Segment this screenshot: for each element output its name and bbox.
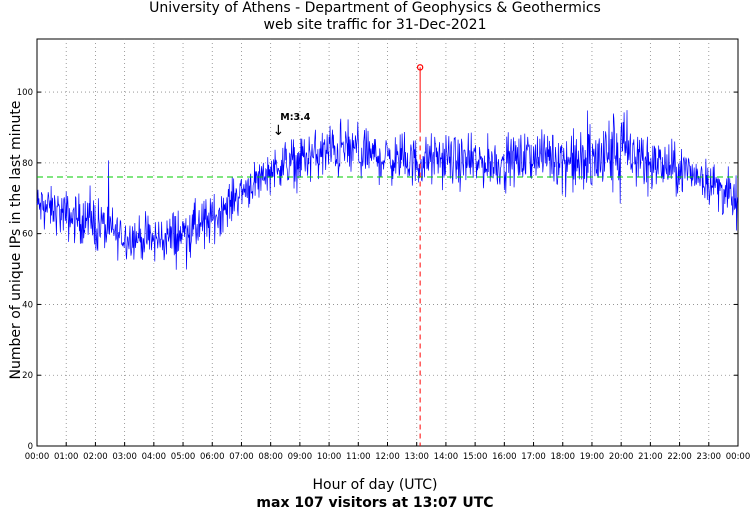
y-tick-label: 80	[22, 159, 33, 169]
traffic-series-line	[36, 110, 738, 270]
y-tick-label: 60	[22, 230, 33, 240]
x-tick-label: 22:00	[667, 452, 692, 462]
x-tick-label: 06:00	[200, 452, 225, 462]
x-tick-label: 11:00	[346, 452, 371, 462]
plot-frame	[36, 38, 739, 447]
x-tick-label: 10:00	[317, 452, 342, 462]
y-tick-label: 20	[22, 371, 33, 381]
y-axis-label: Number of unique IPs in the last minute	[8, 100, 24, 380]
y-tick-label: 0	[28, 442, 33, 452]
x-tick-label: 17:00	[521, 452, 546, 462]
x-tick-label: 19:00	[580, 452, 605, 462]
x-axis-label: Hour of day (UTC)	[312, 477, 438, 493]
x-tick-label: 00:00	[726, 452, 750, 462]
traffic-chart: 00:00 01:00 02:00 03:00 04:00 05:00 06:00 07:00…	[17, 38, 750, 462]
x-tick-label: 04:00	[142, 452, 167, 462]
chart-title: University of Athens - Department of Geo…	[149, 0, 601, 16]
x-tick-label: 12:00	[375, 452, 400, 462]
x-tick-label: 08:00	[258, 452, 283, 462]
x-tick-label: 21:00	[638, 452, 663, 462]
x-tick-label: 20:00	[609, 452, 634, 462]
x-tick-label: 16:00	[492, 452, 517, 462]
x-tick-label: 00:00	[25, 452, 50, 462]
x-tick-label: 01:00	[54, 452, 79, 462]
magnitude-annotation-arrow: ↓	[272, 123, 284, 139]
max-visitors-footer: max 107 visitors at 13:07 UTC	[256, 495, 494, 511]
x-tick-label: 09:00	[288, 452, 313, 462]
x-tick-label: 18:00	[551, 452, 576, 462]
x-tick-label: 13:00	[404, 452, 429, 462]
x-tick-label: 02:00	[83, 452, 108, 462]
y-tick-label: 40	[22, 300, 33, 310]
x-tick-label: 05:00	[171, 452, 196, 462]
magnitude-annotation-label: M:3.4	[280, 112, 310, 123]
max-marker-point	[416, 64, 424, 71]
x-tick-label: 15:00	[463, 452, 488, 462]
x-tick-label: 03:00	[112, 452, 137, 462]
x-tick-label: 14:00	[434, 452, 459, 462]
chart-subtitle: web site traffic for 31-Dec-2021	[263, 17, 487, 33]
x-tick-label: 07:00	[229, 452, 254, 462]
x-tick-label: 23:00	[697, 452, 722, 462]
y-tick-label: 100	[17, 88, 33, 98]
